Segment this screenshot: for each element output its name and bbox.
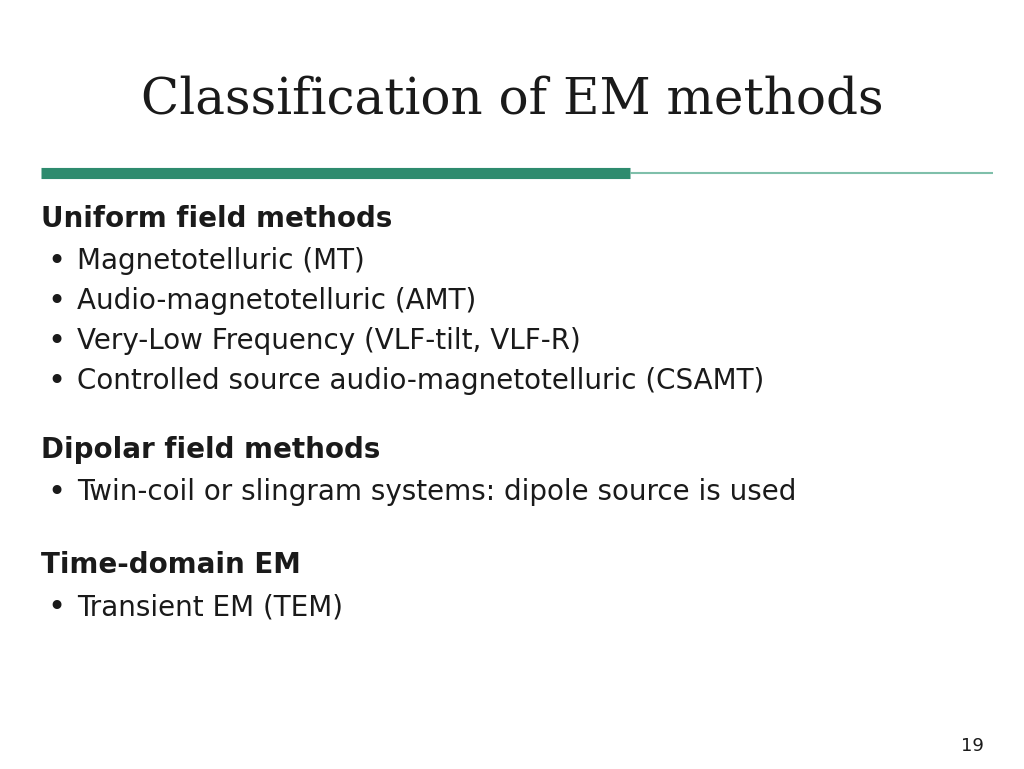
Text: •: • (47, 287, 66, 316)
Text: Dipolar field methods: Dipolar field methods (41, 436, 380, 464)
Text: Twin-coil or slingram systems: dipole source is used: Twin-coil or slingram systems: dipole so… (77, 478, 797, 506)
Text: Classification of EM methods: Classification of EM methods (140, 75, 884, 125)
Text: Audio-magnetotelluric (AMT): Audio-magnetotelluric (AMT) (77, 288, 476, 315)
Text: Very-Low Frequency (VLF-tilt, VLF-R): Very-Low Frequency (VLF-tilt, VLF-R) (77, 328, 581, 355)
Text: •: • (47, 478, 66, 507)
Text: •: • (47, 593, 66, 622)
Text: 19: 19 (962, 737, 984, 755)
Text: Magnetotelluric (MT): Magnetotelluric (MT) (77, 248, 365, 275)
Text: Transient EM (TEM): Transient EM (TEM) (77, 594, 343, 621)
Text: Uniform field methods: Uniform field methods (41, 205, 392, 233)
Text: •: • (47, 247, 66, 276)
Text: •: • (47, 327, 66, 356)
Text: Controlled source audio-magnetotelluric (CSAMT): Controlled source audio-magnetotelluric … (77, 368, 764, 395)
Text: •: • (47, 367, 66, 396)
Text: Time-domain EM: Time-domain EM (41, 551, 301, 579)
